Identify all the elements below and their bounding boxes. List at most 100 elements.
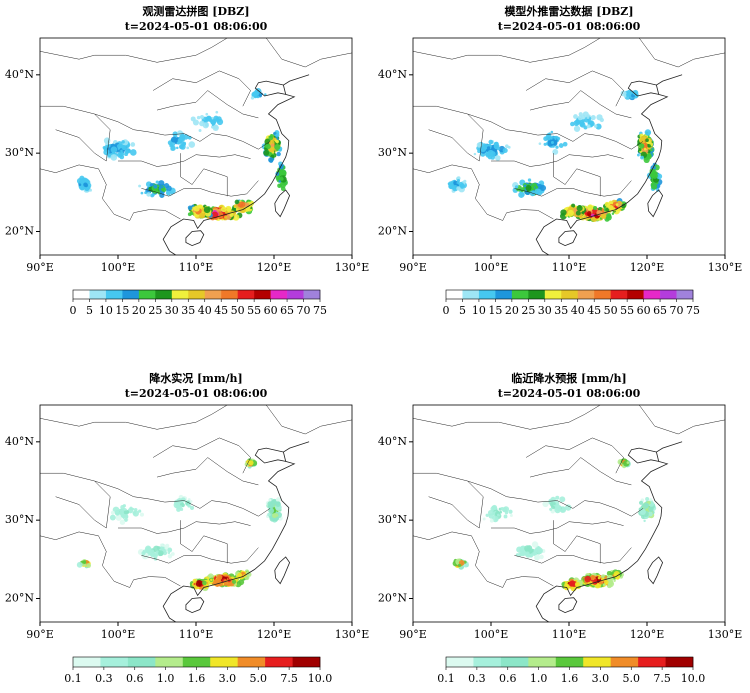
- colorbar-bin: [478, 290, 496, 299]
- colorbar-label: 0: [443, 304, 450, 317]
- colorbar-label: 10.0: [308, 672, 333, 685]
- colorbar-bin: [182, 657, 211, 667]
- echo: [130, 142, 136, 147]
- echo: [124, 152, 129, 157]
- echo: [586, 115, 590, 119]
- echo: [237, 574, 241, 577]
- echo: [226, 207, 232, 213]
- echo: [571, 203, 576, 208]
- echo: [647, 144, 651, 148]
- province-border: [141, 547, 259, 564]
- echo: [273, 131, 277, 135]
- island: [274, 189, 291, 218]
- echo: [216, 574, 223, 581]
- echo: [274, 143, 281, 151]
- colorbar-label: 10: [99, 304, 113, 317]
- x-tick-label: 100°E: [101, 628, 136, 641]
- echo: [549, 507, 553, 511]
- echo: [613, 579, 616, 582]
- colorbar-label: 20: [132, 304, 146, 317]
- echo: [600, 213, 607, 219]
- province-border: [141, 180, 259, 197]
- colorbar-bin: [292, 657, 321, 667]
- echo: [555, 495, 560, 500]
- echo: [173, 501, 181, 509]
- y-tick-label: 20°N: [378, 224, 407, 237]
- island: [185, 230, 205, 247]
- echo: [518, 191, 525, 198]
- echo: [643, 519, 646, 523]
- province-border: [413, 405, 601, 430]
- echo: [109, 514, 116, 521]
- echo: [456, 186, 461, 191]
- echo: [565, 504, 572, 511]
- echo: [644, 129, 652, 136]
- echo: [274, 139, 278, 142]
- echo: [195, 581, 202, 587]
- echo: [649, 498, 653, 502]
- province-border: [467, 480, 644, 517]
- colorbar-label: 3.0: [592, 672, 610, 685]
- echo: [645, 138, 649, 142]
- colorbar-bin: [660, 290, 677, 299]
- echo: [196, 115, 201, 120]
- echo: [539, 184, 547, 192]
- echo: [494, 155, 501, 161]
- echo: [611, 212, 615, 216]
- province-border: [118, 154, 251, 167]
- echo: [115, 514, 122, 521]
- echo: [153, 553, 158, 559]
- echo: [141, 551, 146, 556]
- colorbar-label: 70: [670, 304, 684, 317]
- panel-title: 临近降水预报 [mm/h]: [511, 371, 627, 385]
- map-content: [40, 38, 352, 255]
- echo: [573, 125, 581, 132]
- colorbar-label: 5.0: [250, 672, 268, 685]
- colorbar-bin: [627, 290, 644, 299]
- echo: [186, 146, 190, 150]
- x-tick-label: 90°E: [399, 261, 427, 274]
- province-border: [413, 531, 554, 588]
- echo: [492, 515, 499, 523]
- colorbar-label: 1.0: [530, 672, 548, 685]
- echo: [489, 518, 494, 523]
- echo: [574, 581, 581, 588]
- map-content: [413, 405, 725, 622]
- echo: [172, 131, 178, 137]
- coastline: [535, 441, 683, 622]
- colorbar-bin: [155, 657, 184, 667]
- echo: [198, 129, 202, 132]
- colorbar-bin: [555, 657, 584, 667]
- echo: [550, 141, 554, 145]
- colorbar-label: 0.1: [437, 672, 455, 685]
- echo: [268, 135, 274, 141]
- echo: [647, 511, 653, 517]
- x-tick-label: 120°E: [630, 628, 665, 641]
- echo: [259, 93, 262, 97]
- echo: [554, 506, 561, 514]
- province-border: [156, 457, 259, 486]
- y-tick-label: 40°N: [378, 435, 407, 448]
- province-border: [94, 480, 271, 517]
- echo: [560, 209, 567, 216]
- colorbar-bin: [287, 290, 304, 299]
- colorbar-bin: [122, 290, 140, 299]
- echo: [650, 183, 658, 190]
- x-tick-label: 100°E: [101, 261, 136, 274]
- colorbar-bin: [89, 290, 107, 299]
- colorbar-bin: [462, 290, 480, 299]
- colorbar-label: 50: [604, 304, 618, 317]
- echo: [123, 510, 128, 515]
- echo: [626, 461, 630, 464]
- echo: [203, 206, 211, 214]
- province-border: [152, 437, 251, 474]
- echo: [178, 144, 184, 150]
- echo: [279, 181, 287, 189]
- colorbar-bin: [73, 657, 101, 667]
- echo: [555, 145, 559, 149]
- echo: [138, 509, 142, 513]
- coastline: [627, 80, 659, 97]
- coastline: [254, 80, 286, 97]
- province-border: [467, 113, 644, 150]
- island: [647, 189, 664, 218]
